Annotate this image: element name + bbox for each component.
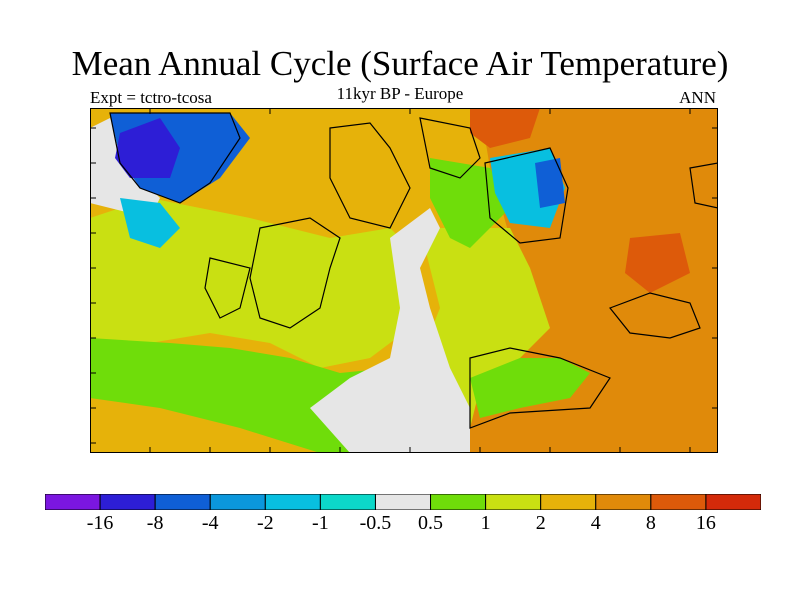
cooling-region-east [535,158,565,208]
slight-cooling-west [120,198,180,248]
warming-region-atlantic [90,198,420,368]
coastlines [109,112,718,429]
slight-warming-south [470,358,590,418]
colorbar-tick-label: -8 [146,512,164,534]
colorbar-swatch [99,494,156,510]
colorbar-swatch [540,494,597,510]
colorbar [45,494,761,510]
hot-region-scandinavia [470,108,540,148]
colorbar-tick-label: 0.5 [418,512,444,534]
colorbar-tick-label: -16 [86,512,114,534]
map-frame [90,108,718,453]
colorbar-tick-label: -0.5 [359,512,392,534]
colorbar-swatch [595,494,652,510]
colorbar-swatch [705,494,761,510]
colorbar-swatch [154,494,211,510]
plot-title: Mean Annual Cycle (Surface Air Temperatu… [71,44,729,83]
colorbar-swatch [430,494,487,510]
colorbar-swatch [264,494,321,510]
colorbar-tick-label: 8 [645,512,656,534]
colorbar-tick-label: 4 [590,512,601,534]
colorbar-swatch [374,494,432,510]
near-zero-region [310,208,470,453]
temperature-map [90,108,718,453]
colorbar-swatch [650,494,707,510]
colorbar-tick-label: 16 [695,512,716,534]
strong-cooling-region [115,118,180,178]
axis-ticks [90,108,718,453]
experiment-label: Expt = tctro-tcosa [90,88,212,107]
colorbar-swatch [209,494,266,510]
colorbar-tick-label: -1 [312,512,329,534]
colorbar-tick-label: -2 [256,512,274,534]
colorbar-tick-label: -4 [201,512,219,534]
colorbar-swatch [319,494,376,510]
plot-subtitle: 11kyr BP - Europe [336,84,464,103]
colorbar-swatch [45,494,101,510]
colorbar-tick-label: 2 [535,512,546,534]
hot-region-east [625,233,690,293]
colorbar-swatch [485,494,542,510]
colorbar-tick-label: 1 [480,512,491,534]
slight-warming-north [430,158,510,248]
period-label: ANN [679,88,716,107]
